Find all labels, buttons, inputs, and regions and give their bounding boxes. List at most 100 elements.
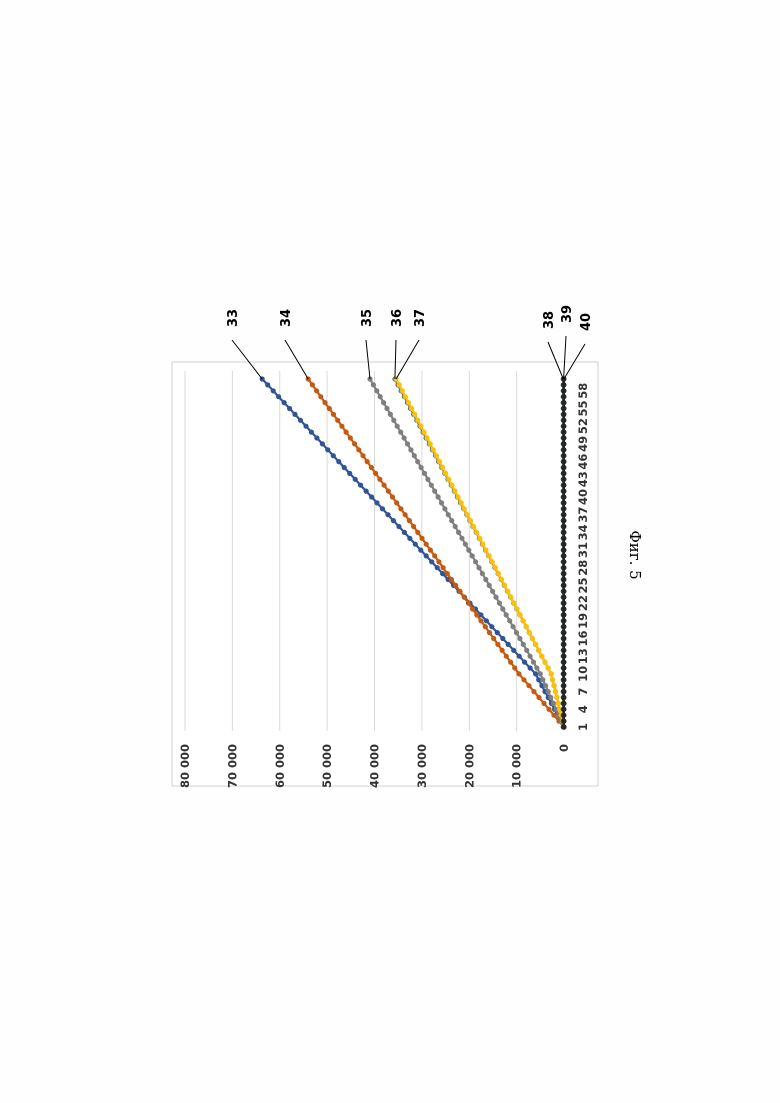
data-point: [533, 671, 538, 676]
data-point: [561, 665, 566, 670]
x-tick-label: 7: [576, 688, 590, 696]
data-point: [381, 400, 386, 405]
x-tick-label: 34: [576, 524, 590, 540]
data-point: [457, 589, 462, 594]
x-tick-label: 55: [576, 400, 590, 416]
data-point: [406, 400, 411, 405]
data-point: [561, 530, 566, 535]
data-point: [459, 500, 464, 505]
data-point: [390, 494, 395, 499]
data-point: [478, 618, 483, 623]
data-point: [408, 447, 413, 452]
data-point: [554, 695, 559, 700]
data-point: [561, 542, 566, 547]
data-point: [561, 636, 566, 641]
data-point: [521, 618, 526, 623]
data-point: [411, 524, 416, 529]
data-point: [380, 506, 385, 511]
data-point: [471, 524, 476, 529]
data-point: [449, 577, 454, 582]
data-point: [561, 388, 566, 393]
data-point: [561, 565, 566, 570]
y-tick-label: 70 000: [225, 744, 239, 788]
data-point: [424, 553, 429, 558]
data-point: [511, 648, 516, 653]
data-point: [553, 689, 558, 694]
data-point: [298, 418, 303, 423]
x-tick-label: 52: [576, 418, 590, 434]
data-point: [561, 524, 566, 529]
data-point: [491, 636, 496, 641]
data-point: [436, 559, 441, 564]
x-tick-label: 13: [576, 648, 590, 664]
data-point: [453, 524, 458, 529]
data-point: [402, 435, 407, 440]
data-point: [561, 512, 566, 517]
x-tick-label: 28: [576, 560, 590, 576]
data-point: [463, 542, 468, 547]
y-tick-label: 10 000: [510, 744, 524, 788]
data-point: [561, 707, 566, 712]
y-tick-label: 0: [557, 744, 571, 752]
x-tick-label: 49: [576, 436, 590, 452]
data-point: [526, 683, 531, 688]
data-point: [521, 677, 526, 682]
data-point: [561, 441, 566, 446]
data-point: [353, 477, 358, 482]
data-point: [561, 713, 566, 718]
data-point: [561, 642, 566, 647]
data-point: [561, 548, 566, 553]
data-point: [347, 471, 352, 476]
data-point: [439, 500, 444, 505]
data-point: [561, 660, 566, 665]
data-point: [446, 512, 451, 517]
data-point: [443, 471, 448, 476]
data-point: [546, 665, 551, 670]
data-point: [561, 577, 566, 582]
data-point: [303, 424, 308, 429]
data-point: [561, 418, 566, 423]
data-point: [405, 441, 410, 446]
data-point: [511, 601, 516, 606]
series-label: 39: [560, 305, 575, 323]
data-point: [429, 483, 434, 488]
data-point: [549, 671, 554, 676]
data-point: [431, 447, 436, 452]
data-point: [429, 559, 434, 564]
data-point: [314, 388, 319, 393]
data-point: [388, 412, 393, 417]
data-point: [369, 465, 374, 470]
data-point: [432, 553, 437, 558]
data-point: [561, 483, 566, 488]
x-tick-label: 4: [576, 705, 590, 713]
data-point: [497, 601, 502, 606]
data-point: [522, 660, 527, 665]
data-point: [425, 477, 430, 482]
data-point: [407, 536, 412, 541]
data-point: [561, 412, 566, 417]
data-point: [425, 435, 430, 440]
data-point: [561, 500, 566, 505]
data-point: [412, 412, 417, 417]
data-point: [500, 648, 505, 653]
data-point: [476, 565, 481, 570]
data-point: [561, 583, 566, 588]
data-point: [449, 483, 454, 488]
data-point: [336, 459, 341, 464]
data-point: [331, 412, 336, 417]
data-point: [418, 424, 423, 429]
data-point: [466, 548, 471, 553]
series-label: 34: [279, 309, 294, 327]
data-point: [442, 506, 447, 511]
x-tick-label: 10: [576, 666, 590, 682]
data-point: [292, 412, 297, 417]
data-point: [512, 665, 517, 670]
data-point: [445, 571, 450, 576]
data-point: [524, 624, 529, 629]
data-point: [502, 583, 507, 588]
data-point: [452, 489, 457, 494]
data-point: [521, 642, 526, 647]
data-point: [412, 453, 417, 458]
data-point: [561, 447, 566, 452]
data-point: [327, 406, 332, 411]
